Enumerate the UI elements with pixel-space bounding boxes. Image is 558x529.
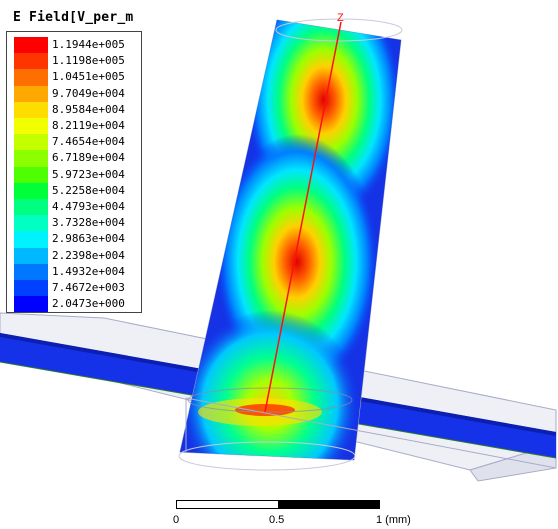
legend-swatch	[14, 215, 48, 232]
scale-bar-segment-left	[176, 500, 279, 509]
legend-swatch	[14, 150, 48, 167]
legend-value-label: 1.1198e+005	[52, 54, 125, 68]
legend-row: 5.2258e+004	[14, 182, 140, 199]
legend-value-label: 7.4654e+004	[52, 135, 125, 149]
legend-swatch	[14, 118, 48, 135]
legend-value-label: 2.2398e+004	[52, 248, 125, 262]
legend-swatch	[14, 37, 48, 54]
legend-swatch	[14, 101, 48, 118]
z-axis-label: Z	[337, 12, 344, 24]
legend-value-label: 1.4932e+004	[52, 264, 125, 278]
legend-value-label: 3.7328e+004	[52, 216, 125, 230]
legend-value-label: 2.0473e+000	[52, 297, 125, 311]
legend-row: 7.4672e+003	[14, 280, 140, 297]
legend-value-label: 8.9584e+004	[52, 102, 125, 116]
legend-value-label: 1.1944e+005	[52, 38, 125, 51]
legend-row: 8.2119e+004	[14, 118, 140, 135]
color-legend: 1.1944e+005 1.1198e+005 1.0451e+005 9.7049e…	[6, 31, 142, 313]
legend-row: 1.1198e+005	[14, 53, 140, 70]
legend-swatch	[14, 85, 48, 102]
legend-row: 3.7328e+004	[14, 215, 140, 232]
legend-swatch	[14, 53, 48, 70]
legend-value-label: 5.9723e+004	[52, 167, 125, 181]
legend-row: 1.1944e+005	[14, 37, 140, 54]
board-front-edge	[185, 397, 557, 469]
legend-row: 1.0451e+005	[14, 69, 140, 86]
legend-swatch	[14, 134, 48, 151]
legend-swatch	[14, 166, 48, 183]
legend-value-label: 5.2258e+004	[52, 183, 125, 197]
legend-swatch	[14, 182, 48, 199]
legend-row: 9.7049e+004	[14, 85, 140, 102]
legend-row: 7.4654e+004	[14, 134, 140, 151]
legend-row: 1.4932e+004	[14, 263, 140, 280]
legend-swatch	[14, 263, 48, 280]
legend-value-label: 1.0451e+005	[52, 70, 125, 84]
scale-tick-1mm: 1 (mm)	[376, 514, 411, 526]
legend-swatch	[14, 231, 48, 248]
legend-value-label: 2.9863e+004	[52, 232, 125, 246]
scale-tick-0: 0	[173, 514, 180, 526]
legend-value-label: 6.7189e+004	[52, 151, 125, 165]
legend-row: 5.9723e+004	[14, 166, 140, 183]
legend-row: 2.9863e+004	[14, 231, 140, 248]
legend-value-label: 8.2119e+004	[52, 119, 125, 132]
legend-swatch	[14, 69, 48, 86]
legend-row: 4.4793e+004	[14, 199, 140, 216]
legend-value-label: 4.4793e+004	[52, 200, 125, 213]
legend-value-label: 7.4672e+003	[52, 281, 125, 294]
legend-row: 2.2398e+004	[14, 247, 140, 264]
legend-swatch	[14, 247, 48, 264]
z-axis: Z	[264, 12, 344, 413]
legend-row: 2.0473e+000	[14, 296, 140, 313]
legend-title: E Field[V_per_m	[13, 10, 134, 25]
legend-swatch	[14, 296, 48, 313]
legend-swatch	[14, 280, 48, 297]
legend-value-label: 9.7049e+004	[52, 86, 125, 100]
legend-row: 8.9584e+004	[14, 101, 140, 118]
legend-row: 6.7189e+004	[14, 150, 140, 167]
scale-bar-segment-right	[278, 500, 380, 509]
scale-bar	[176, 500, 380, 510]
legend-swatch	[14, 199, 48, 216]
scale-tick-0-5: 0.5	[269, 514, 285, 526]
